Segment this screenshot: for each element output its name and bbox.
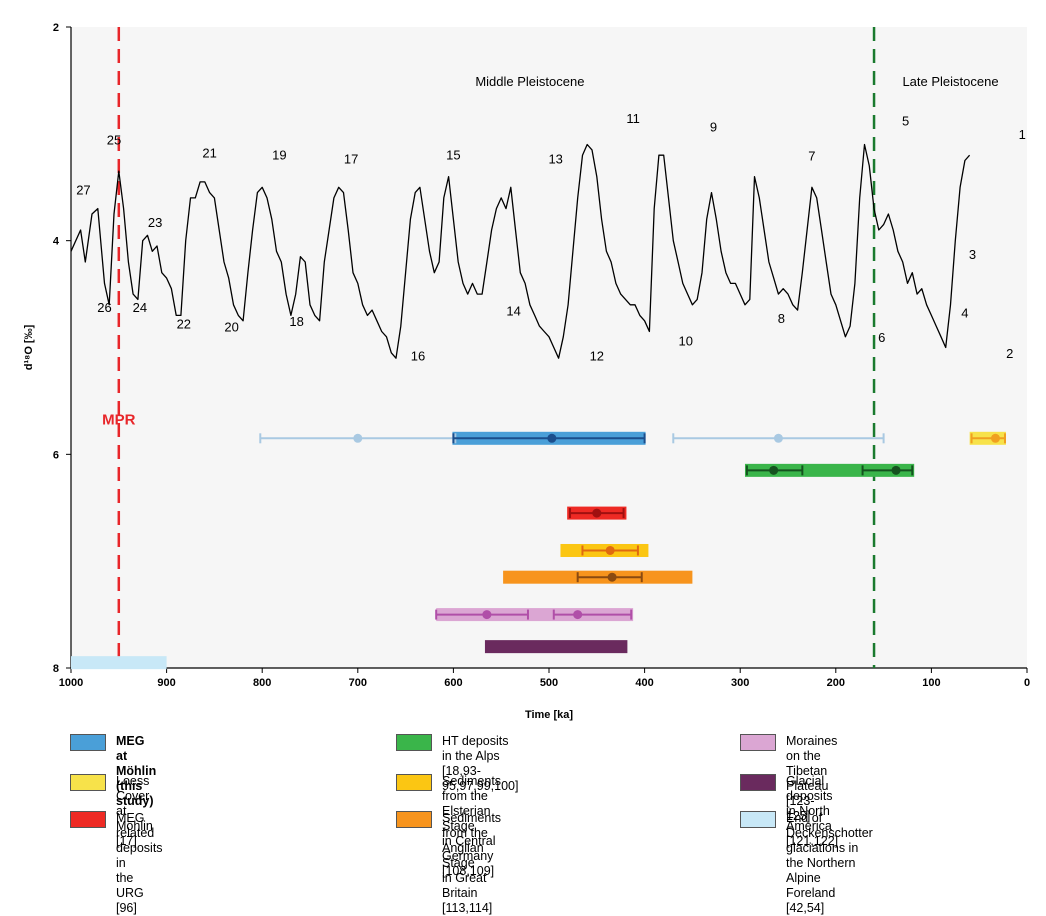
error-bar-point <box>607 572 617 582</box>
legend-item: HT deposits in the Alps [18,93-95,97,99,… <box>396 734 518 794</box>
x-tick-label: 500 <box>540 677 558 689</box>
error-bar-point <box>605 545 615 555</box>
legend-label: MEG related deposits in the URG [96] <box>116 811 163 915</box>
legend-swatch <box>740 734 776 751</box>
x-tick-label: 400 <box>635 677 653 689</box>
period-label: Middle Pleistocene <box>475 74 584 89</box>
period-label: Late Pleistocene <box>902 74 998 89</box>
error-bar-point <box>353 433 363 443</box>
legend-label: Moraines on the Tibetan Plateau [123-125… <box>786 734 838 823</box>
y-tick-label: 4 <box>53 236 60 248</box>
mis-stage-label: 25 <box>107 133 121 148</box>
y-tick-label: 2 <box>53 22 59 34</box>
mis-stage-label: 11 <box>626 111 640 126</box>
mis-stage-label: 1 <box>1019 127 1026 142</box>
legend-item: Sediments from the Anglian Stage in Grea… <box>396 811 501 916</box>
y-tick-label: 6 <box>53 449 59 461</box>
legend-label: MEG at Möhlin (this study) <box>116 734 157 808</box>
legend-item: MEG related deposits in the URG [96] <box>70 811 163 916</box>
mis-stage-label: 8 <box>778 311 785 326</box>
x-tick-label: 800 <box>253 677 271 689</box>
error-bar-point <box>573 610 583 620</box>
mis-stage-label: 10 <box>678 333 692 348</box>
mis-stage-label: 4 <box>961 306 968 321</box>
mis-stage-label: 7 <box>808 149 815 164</box>
legend-swatch <box>740 774 776 791</box>
x-axis-label: Time [ka] <box>525 709 573 721</box>
legend-label: HT deposits in the Alps [18,93-95,97,99,… <box>442 734 519 793</box>
legend-item: Loess Cover at Möhlin [17] <box>70 774 153 849</box>
mis-stage-label: 9 <box>710 120 717 135</box>
legend-swatch <box>396 734 432 751</box>
x-tick-label: 100 <box>922 677 940 689</box>
legend-item: End of Deckenschotter glaciations in the… <box>740 811 873 916</box>
legend-swatch <box>70 811 106 828</box>
plot-background <box>71 27 1027 668</box>
x-tick-label: 1000 <box>59 677 83 689</box>
mis-stage-label: 6 <box>878 330 885 345</box>
legend-swatch <box>740 811 776 828</box>
mis-stage-label: 19 <box>272 147 286 162</box>
mis-stage-label: 26 <box>97 300 111 315</box>
error-bar-point <box>891 465 901 475</box>
mis-stage-label: 12 <box>590 348 604 363</box>
x-tick-label: 0 <box>1024 677 1030 689</box>
legend-swatch <box>70 734 106 751</box>
mis-stage-label: 15 <box>446 147 460 162</box>
mis-stage-label: 22 <box>177 316 191 331</box>
x-tick-label: 600 <box>444 677 462 689</box>
error-bar-point <box>990 433 1000 443</box>
legend-swatch <box>70 774 106 791</box>
age-bar <box>484 640 628 654</box>
y-axis-label: d¹⁸O [‰] <box>23 324 35 370</box>
d18o-series-line <box>70 143 971 359</box>
legend-label: Sediments from the Anglian Stage in Grea… <box>442 811 502 915</box>
legend-item: MEG at Möhlin (this study) <box>70 734 156 809</box>
mis-stage-label: 17 <box>344 152 358 167</box>
error-bar-point <box>547 433 557 443</box>
mis-stage-label: 24 <box>133 300 147 315</box>
mis-stage-label: 13 <box>548 152 562 167</box>
legend-swatch <box>396 811 432 828</box>
error-bar-point <box>769 465 779 475</box>
error-bar-point <box>773 433 783 443</box>
legend-label: End of Deckenschotter glaciations in the… <box>786 811 873 915</box>
mis-stage-label: 23 <box>148 215 162 230</box>
mis-stage-label: 21 <box>202 145 216 160</box>
x-tick-label: 200 <box>827 677 845 689</box>
legend-item: Moraines on the Tibetan Plateau [123-125… <box>740 734 837 824</box>
age-bar <box>744 463 915 477</box>
mis-stage-label: 14 <box>506 303 520 318</box>
mis-stage-label: 2 <box>1006 346 1013 361</box>
legend-item: Glacial deposits in North America [121,1… <box>740 774 838 849</box>
mis-stage-label: 20 <box>224 319 238 334</box>
x-tick-label: 300 <box>731 677 749 689</box>
x-tick-label: 900 <box>157 677 175 689</box>
mpr-label: MPR <box>102 411 136 428</box>
mis-stage-label: 18 <box>289 314 303 329</box>
legend-label: Glacial deposits in North America [121,1… <box>786 774 839 848</box>
legend-swatch <box>396 774 432 791</box>
error-bar-point <box>592 508 602 518</box>
legend-label: Loess Cover at Möhlin [17] <box>116 774 153 848</box>
x-tick-label: 700 <box>349 677 367 689</box>
chart-area: 1000 900 800 700 600 500 400 300 200 100 02468Time… <box>23 22 1030 721</box>
mis-stage-label: 27 <box>76 183 90 198</box>
y-tick-label: 8 <box>53 663 59 675</box>
age-bar <box>71 656 167 670</box>
mis-stage-label: 3 <box>969 247 976 262</box>
mis-stage-label: 16 <box>411 348 425 363</box>
mis-stage-label: 5 <box>902 113 909 128</box>
error-bar-point <box>482 610 492 620</box>
